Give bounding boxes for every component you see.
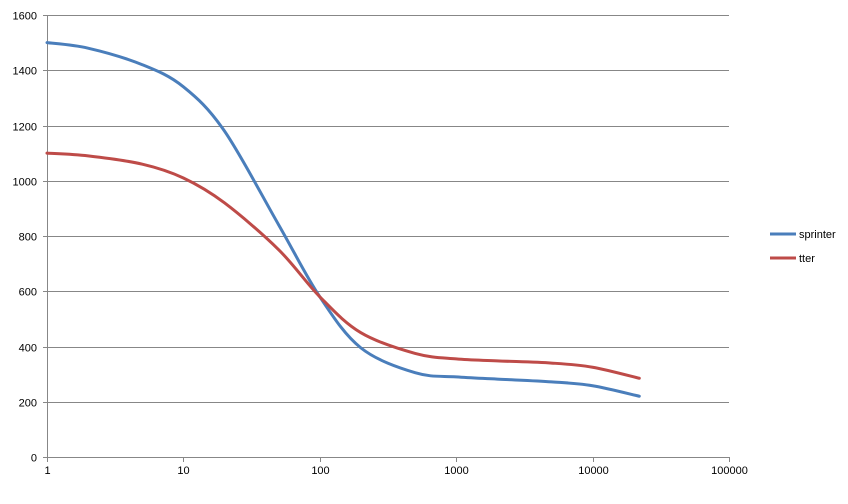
y-tick-label: 1600 bbox=[13, 11, 37, 23]
y-tick-label: 200 bbox=[19, 398, 37, 410]
series-line-tter bbox=[45, 151, 641, 380]
y-tick-label: 0 bbox=[31, 453, 37, 465]
y-tick-label: 800 bbox=[19, 232, 37, 244]
legend-label-tter: tter bbox=[799, 253, 815, 265]
gridlines bbox=[47, 15, 729, 403]
axes: 0 200 400 600 800 1000 1200 1400 1600 1 10 100 1000 1… bbox=[13, 11, 748, 478]
y-tick-label: 400 bbox=[19, 343, 37, 355]
y-tick-label: 1400 bbox=[13, 66, 37, 78]
legend: sprinter tter bbox=[770, 229, 836, 265]
x-tick-label: 100000 bbox=[711, 465, 748, 477]
series-line-sprinter bbox=[45, 41, 641, 398]
x-tick-label: 10 bbox=[177, 465, 189, 477]
x-tick-label: 1 bbox=[44, 465, 50, 477]
x-tick-label: 10000 bbox=[578, 465, 609, 477]
y-tick-label: 1000 bbox=[13, 177, 37, 189]
x-tick-label: 100 bbox=[311, 465, 329, 477]
x-tick-label: 1000 bbox=[444, 465, 468, 477]
y-tick-label: 1200 bbox=[13, 122, 37, 134]
plot-series bbox=[45, 41, 641, 398]
y-tick-label: 600 bbox=[19, 287, 37, 299]
legend-label-sprinter: sprinter bbox=[799, 229, 836, 241]
